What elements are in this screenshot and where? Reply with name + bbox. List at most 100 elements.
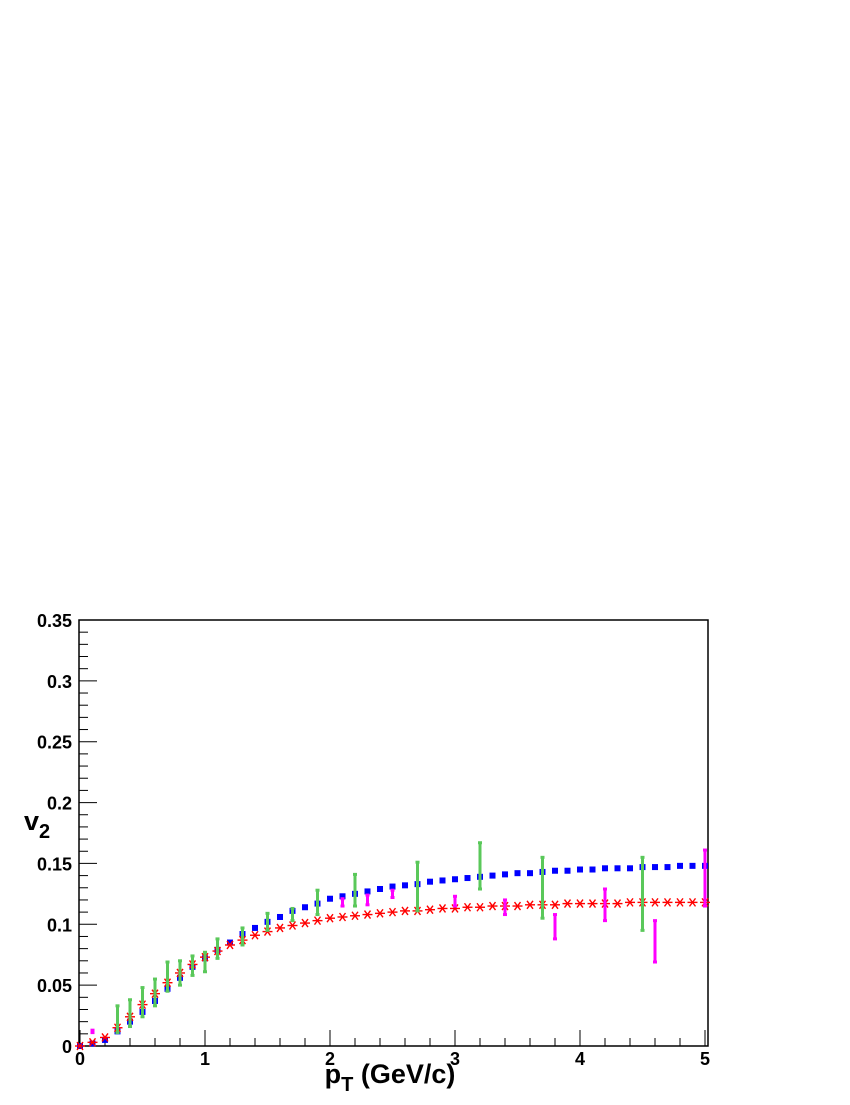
star-stroke — [688, 897, 697, 907]
star-stroke — [401, 906, 409, 916]
x-tick-label: 4 — [575, 1049, 585, 1069]
star-marker — [337, 912, 348, 922]
error-bar — [553, 913, 557, 941]
y-tick-label: 0.25 — [37, 733, 72, 753]
x-label-main: p — [325, 1059, 342, 1089]
star-marker — [312, 916, 323, 926]
star-marker — [625, 897, 635, 907]
square-marker — [277, 913, 283, 920]
square-marker — [327, 895, 333, 902]
error-bar — [603, 887, 607, 923]
star-stroke — [351, 911, 359, 921]
star-stroke — [288, 921, 297, 930]
star-marker — [662, 897, 673, 907]
error-bar — [503, 898, 507, 917]
star-marker — [350, 911, 360, 921]
error-bar — [190, 954, 195, 977]
star-marker — [75, 1041, 85, 1051]
star-stroke — [651, 897, 659, 907]
star-marker — [400, 906, 410, 916]
star-stroke — [488, 901, 497, 911]
star-stroke — [363, 910, 372, 919]
error-bar — [653, 919, 657, 964]
square-marker — [377, 885, 383, 892]
star-stroke — [338, 912, 347, 922]
x-label-rest: (GeV/c) — [353, 1059, 455, 1089]
star-stroke — [676, 897, 684, 907]
square-marker — [614, 865, 621, 872]
square-marker — [102, 1036, 108, 1043]
square-marker — [439, 877, 446, 884]
error-bar — [140, 986, 145, 1019]
star-marker — [325, 913, 335, 923]
error-bar — [453, 894, 457, 908]
square-marker — [527, 870, 533, 877]
star-marker — [487, 901, 498, 911]
star-marker — [387, 907, 398, 917]
star-marker — [687, 897, 698, 907]
error-bar — [540, 855, 545, 920]
error-bar — [203, 950, 207, 974]
y-tick-label: 0 — [62, 1037, 72, 1057]
star-marker — [525, 900, 535, 910]
error-bar — [178, 959, 182, 987]
star-stroke — [101, 1033, 109, 1042]
star-stroke — [551, 900, 559, 910]
star-marker — [287, 921, 298, 930]
error-bar — [703, 848, 707, 908]
star-stroke — [438, 904, 447, 913]
star-stroke — [563, 899, 572, 909]
square-marker — [689, 862, 696, 869]
star-marker — [87, 1037, 98, 1047]
star-stroke — [76, 1041, 84, 1051]
square-marker — [627, 865, 633, 872]
square-marker — [389, 883, 396, 890]
star-marker — [587, 899, 598, 909]
error-bar — [240, 926, 245, 947]
star-marker — [550, 900, 560, 910]
star-stroke — [463, 902, 472, 912]
x-tick-label: 3 — [450, 1049, 460, 1069]
star-stroke — [663, 897, 672, 907]
star-marker — [462, 902, 473, 912]
error-bar — [340, 897, 345, 908]
y-tick-label: 0.15 — [37, 854, 72, 874]
square-marker — [677, 862, 683, 869]
square-marker — [589, 866, 596, 873]
square-marker — [252, 924, 258, 931]
error-bar — [478, 841, 482, 891]
square-marker — [564, 867, 571, 874]
square-marker — [514, 870, 521, 877]
square-marker — [602, 865, 608, 872]
error-bar — [415, 860, 420, 913]
y-axis-label: v2 — [24, 806, 50, 843]
star-marker — [250, 930, 260, 940]
x-tick-label: 0 — [75, 1049, 85, 1069]
y-tick-label: 0.2 — [47, 794, 72, 814]
y-tick-label: 0.35 — [37, 611, 72, 631]
square-marker — [652, 864, 658, 871]
star-marker — [475, 902, 485, 912]
x-axis-label: pT (GeV/c) — [325, 1059, 456, 1096]
square-marker — [339, 893, 346, 900]
square-marker — [227, 939, 233, 946]
star-stroke — [613, 899, 622, 909]
error-bar — [215, 937, 220, 960]
star-marker — [225, 940, 235, 950]
error-bar — [315, 888, 320, 917]
star-stroke — [576, 899, 584, 909]
x-label-sub: T — [341, 1074, 353, 1096]
square-marker — [489, 872, 496, 879]
x-tick-label: 1 — [200, 1049, 210, 1069]
star-marker — [437, 904, 448, 913]
y-tick-label: 0.3 — [47, 672, 72, 692]
x-tick-label: 2 — [325, 1049, 335, 1069]
star-marker — [675, 897, 685, 907]
star-stroke — [276, 923, 284, 933]
star-stroke — [476, 902, 484, 912]
error-bar — [128, 998, 132, 1029]
star-marker — [100, 1033, 110, 1042]
star-stroke — [326, 913, 334, 923]
star-stroke — [526, 900, 534, 910]
